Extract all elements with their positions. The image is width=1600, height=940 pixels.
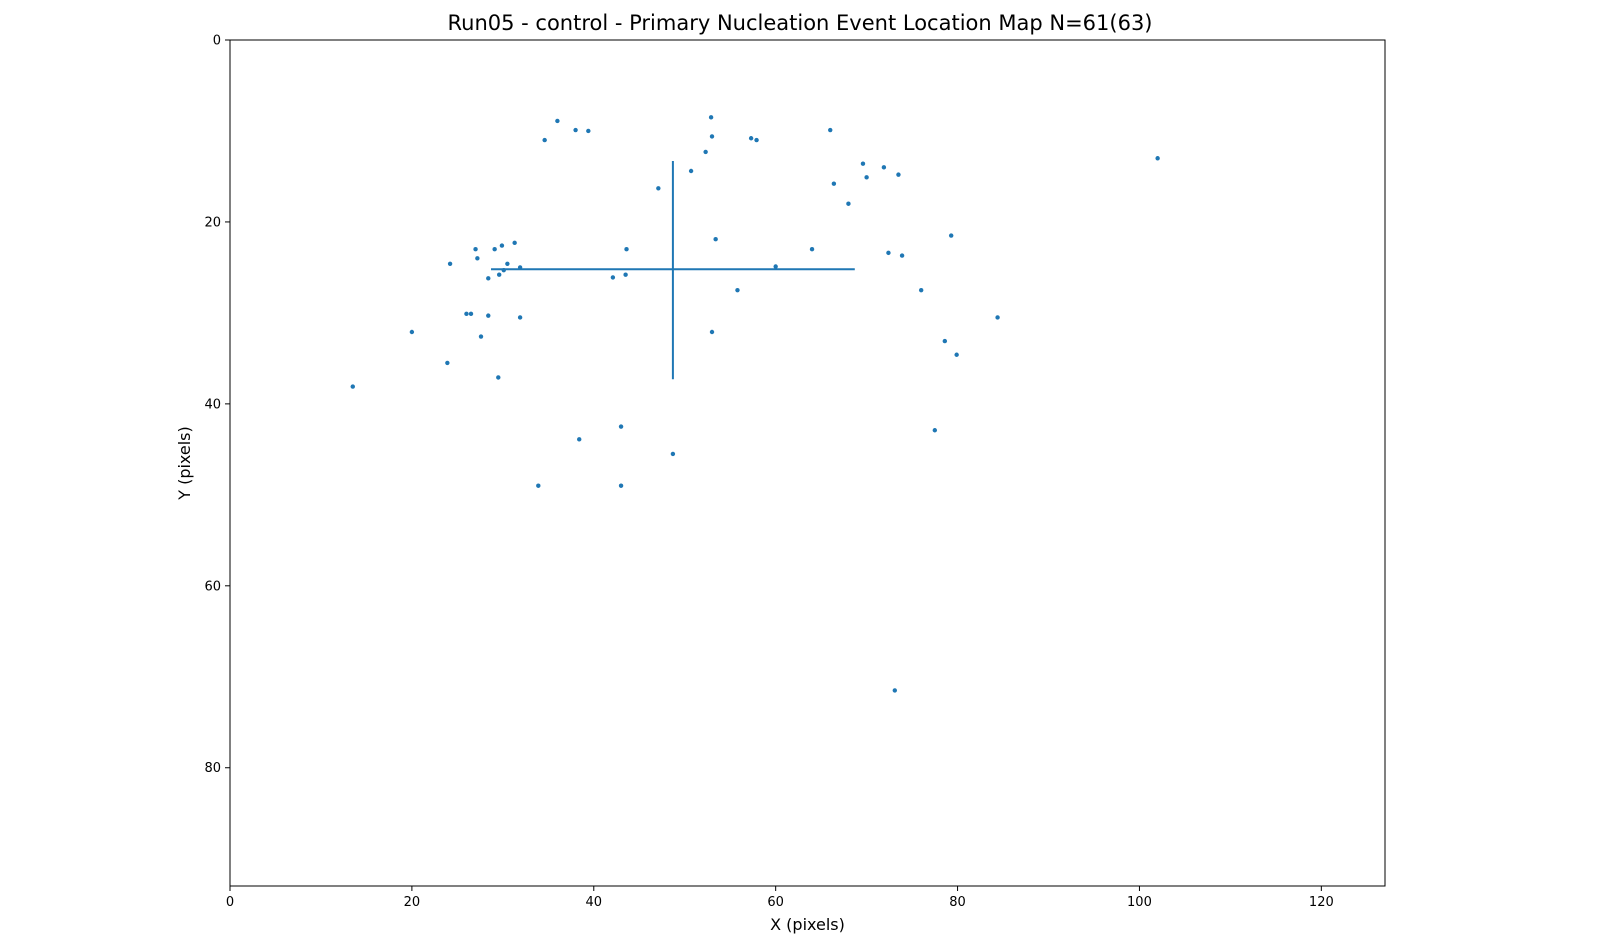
x-tick-label-2: 40 <box>586 895 603 910</box>
data-point-52 <box>350 384 355 389</box>
data-point-40 <box>505 261 510 266</box>
data-point-57 <box>536 483 541 488</box>
data-point-9 <box>688 168 694 174</box>
data-point-37 <box>492 247 497 252</box>
data-point-11 <box>828 127 833 133</box>
data-point-24 <box>948 233 954 238</box>
data-point-7 <box>748 136 754 141</box>
data-point-39 <box>512 240 517 246</box>
data-point-10 <box>656 186 661 191</box>
data-point-6 <box>703 149 708 155</box>
points-layer <box>350 115 1160 693</box>
data-point-8 <box>754 137 759 143</box>
data-point-54 <box>618 424 624 429</box>
data-point-14 <box>864 175 869 180</box>
data-point-49 <box>478 334 484 339</box>
x-tick-label-5: 100 <box>1127 895 1152 910</box>
data-point-50 <box>409 329 415 335</box>
data-point-31 <box>709 329 715 335</box>
plot-frame <box>229 39 1386 887</box>
data-point-19 <box>713 237 718 242</box>
data-point-58 <box>618 483 624 488</box>
data-point-3 <box>542 137 547 143</box>
data-point-59 <box>932 428 938 433</box>
x-tick-label-0: 0 <box>226 895 234 910</box>
x-tick-label-3: 60 <box>767 895 784 910</box>
data-point-17 <box>846 201 851 206</box>
data-point-30 <box>954 352 959 357</box>
y-tick-label-1: 20 <box>204 215 221 230</box>
y-tick-label-3: 60 <box>204 579 221 594</box>
x-tick-label-4: 80 <box>949 895 966 910</box>
x-axis: 0 20 40 60 80 100 120 <box>226 886 1334 910</box>
data-point-45 <box>464 311 469 317</box>
data-point-35 <box>473 247 478 252</box>
data-point-15 <box>896 172 901 177</box>
data-point-4 <box>708 115 714 120</box>
data-point-36 <box>475 256 480 261</box>
data-point-2 <box>586 128 591 134</box>
data-point-20 <box>624 247 629 252</box>
data-point-27 <box>918 287 924 293</box>
data-point-25 <box>773 264 778 269</box>
data-point-12 <box>860 161 866 166</box>
data-point-47 <box>486 313 491 318</box>
data-point-53 <box>496 375 501 380</box>
data-point-26 <box>735 287 740 293</box>
data-point-51 <box>445 360 450 366</box>
chart-title: Run05 - control - Primary Nucleation Eve… <box>447 11 1152 35</box>
crosshair <box>491 160 855 380</box>
data-point-48 <box>517 315 523 320</box>
data-point-22 <box>886 250 891 256</box>
data-point-16 <box>831 181 837 186</box>
data-point-23 <box>899 253 905 258</box>
data-point-29 <box>942 338 948 344</box>
data-point-46 <box>468 311 474 317</box>
data-point-18 <box>1155 156 1160 161</box>
data-point-32 <box>610 275 616 280</box>
data-point-34 <box>447 261 453 266</box>
data-point-44 <box>486 276 491 281</box>
x-tick-label-6: 120 <box>1309 895 1334 910</box>
x-tick-label-1: 20 <box>404 895 421 910</box>
y-axis: 0 20 40 60 80 <box>204 34 230 776</box>
data-point-0 <box>555 118 560 124</box>
y-tick-label-2: 40 <box>204 397 221 412</box>
data-point-1 <box>573 127 578 133</box>
data-point-55 <box>577 437 582 442</box>
data-point-33 <box>623 272 628 277</box>
data-point-13 <box>881 165 887 170</box>
data-point-56 <box>670 451 676 457</box>
data-point-5 <box>709 134 715 139</box>
y-axis-label: Y (pixels) <box>175 426 194 501</box>
data-point-60 <box>892 688 898 693</box>
data-point-28 <box>995 315 1000 320</box>
data-point-21 <box>809 247 815 252</box>
data-point-38 <box>499 243 505 248</box>
data-point-43 <box>496 272 502 277</box>
y-tick-label-4: 80 <box>204 761 221 776</box>
x-axis-label: X (pixels) <box>770 915 845 934</box>
y-tick-label-0: 0 <box>213 34 221 49</box>
